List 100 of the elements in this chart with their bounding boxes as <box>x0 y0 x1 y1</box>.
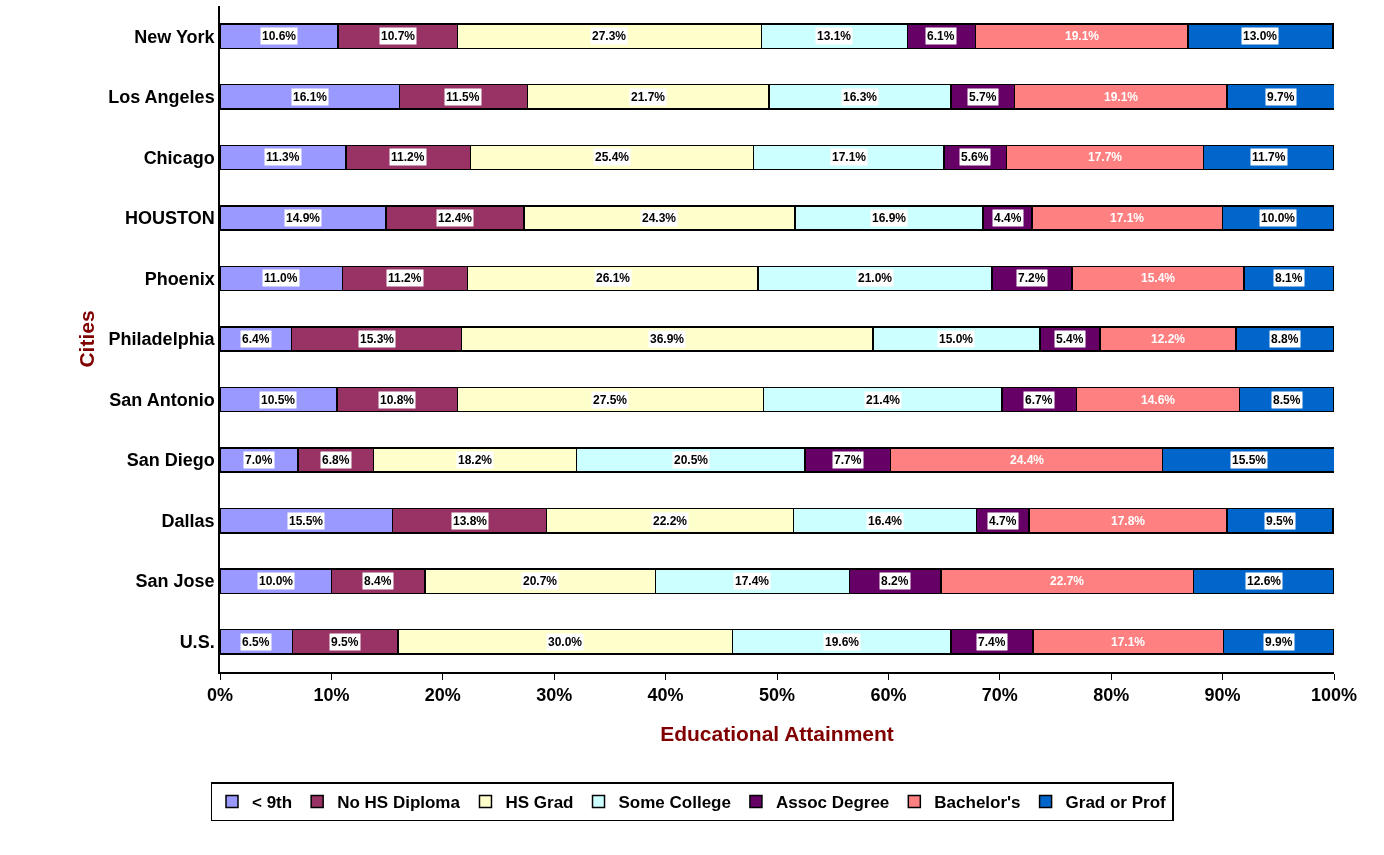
data-label: 13.0% <box>1243 29 1278 43</box>
data-label: 30.0% <box>548 635 583 649</box>
data-label: 17.1% <box>832 150 867 164</box>
data-label: 10.5% <box>261 393 296 407</box>
data-label: 6.7% <box>1025 393 1053 407</box>
data-label: 8.4% <box>364 574 392 588</box>
data-label: 12.4% <box>438 211 473 225</box>
data-label: 15.5% <box>1232 453 1267 467</box>
x-tick-label: 20% <box>424 685 461 706</box>
data-label: 10.7% <box>381 29 416 43</box>
data-label: 5.6% <box>961 150 989 164</box>
data-label: 27.5% <box>593 393 628 407</box>
y-tick-label: HOUSTON <box>124 208 215 229</box>
data-label: 4.7% <box>989 514 1017 528</box>
data-label: 8.1% <box>1275 271 1303 285</box>
data-label: 17.4% <box>735 574 770 588</box>
y-tick-label: Dallas <box>161 510 215 531</box>
y-tick-label: U.S. <box>179 632 215 653</box>
y-tick-label: Philadelphia <box>108 329 216 350</box>
data-label: 11.2% <box>391 150 425 164</box>
data-label: 7.4% <box>978 635 1006 649</box>
data-label: 17.7% <box>1088 150 1123 164</box>
data-label: 15.3% <box>360 332 395 346</box>
x-tick-label: 0% <box>206 685 234 706</box>
data-label: 16.3% <box>843 90 878 104</box>
data-label: 6.4% <box>242 332 270 346</box>
data-label: 9.7% <box>1267 90 1295 104</box>
x-tick-label: 40% <box>647 685 684 706</box>
legend-label: < 9th <box>252 793 293 813</box>
data-label: 18.2% <box>458 453 493 467</box>
legend-label: No HS Diploma <box>337 793 461 813</box>
data-label: 7.0% <box>245 453 273 467</box>
y-axis-title: Cities <box>74 310 98 368</box>
data-label: 7.2% <box>1018 271 1046 285</box>
data-label: 19.6% <box>825 635 860 649</box>
data-label: 4.4% <box>994 211 1022 225</box>
data-label: 6.5% <box>242 635 270 649</box>
x-axis-title: Educational Attainment <box>660 722 894 746</box>
data-label: 16.9% <box>872 211 907 225</box>
x-tick-label: 100% <box>1310 685 1358 706</box>
data-label: 19.1% <box>1104 90 1139 104</box>
data-label: 20.5% <box>674 453 709 467</box>
x-tick-label: 30% <box>536 685 573 706</box>
data-label: 9.9% <box>1265 635 1293 649</box>
data-label: 9.5% <box>331 635 359 649</box>
data-label: 11.7% <box>1252 150 1286 164</box>
data-label: 8.5% <box>1273 393 1301 407</box>
legend-label: Some College <box>618 793 731 813</box>
data-label: 21.7% <box>631 90 666 104</box>
data-label: 11.5% <box>446 90 480 104</box>
x-tick-label: 60% <box>870 685 907 706</box>
data-label: 24.4% <box>1010 453 1045 467</box>
legend-label: HS Grad <box>505 793 574 813</box>
data-label: 17.8% <box>1111 514 1146 528</box>
data-label: 11.2% <box>388 271 422 285</box>
data-label: 17.1% <box>1110 211 1145 225</box>
data-label: 21.0% <box>858 271 893 285</box>
data-label: 10.6% <box>262 29 297 43</box>
data-label: 14.9% <box>286 211 321 225</box>
x-tick-label: 90% <box>1204 685 1241 706</box>
data-label: 10.0% <box>1261 211 1296 225</box>
data-label: 24.3% <box>642 211 677 225</box>
data-label: 19.1% <box>1065 29 1100 43</box>
data-label: 22.2% <box>653 514 688 528</box>
data-label: 13.8% <box>453 514 488 528</box>
y-tick-label: San Jose <box>135 571 215 592</box>
data-label: 6.1% <box>927 29 955 43</box>
data-label: 8.8% <box>1271 332 1299 346</box>
data-label: 7.7% <box>834 453 862 467</box>
data-label: 10.0% <box>259 574 294 588</box>
data-label: 11.3% <box>266 150 300 164</box>
data-label: 17.1% <box>1111 635 1146 649</box>
x-tick-label: 70% <box>981 685 1018 706</box>
data-label: 12.6% <box>1247 574 1282 588</box>
x-tick-label: 10% <box>313 685 350 706</box>
data-label: 5.4% <box>1056 332 1084 346</box>
data-label: 15.5% <box>289 514 324 528</box>
y-tick-label: Chicago <box>143 147 215 168</box>
x-tick-label: 50% <box>758 685 796 706</box>
data-label: 15.4% <box>1141 271 1176 285</box>
legend-label: Bachelor's <box>934 793 1021 813</box>
data-label: 12.2% <box>1151 332 1186 346</box>
legend-label: Assoc Degree <box>775 793 890 813</box>
data-label: 36.9% <box>650 332 685 346</box>
y-tick-label: Los Angeles <box>108 87 215 108</box>
data-label: 27.3% <box>592 29 627 43</box>
x-tick-label: 80% <box>1093 685 1130 706</box>
y-tick-label: San Antonio <box>109 389 215 410</box>
data-label: 13.1% <box>817 29 852 43</box>
data-label: 20.7% <box>523 574 558 588</box>
data-label: 16.4% <box>868 514 903 528</box>
data-label: 5.7% <box>969 90 997 104</box>
data-label: 9.5% <box>1266 514 1294 528</box>
data-label: 8.2% <box>881 574 909 588</box>
data-label: 16.1% <box>293 90 328 104</box>
y-tick-label: New York <box>134 26 216 47</box>
data-label: 21.4% <box>866 393 901 407</box>
data-label: 25.4% <box>595 150 630 164</box>
data-label: 26.1% <box>596 271 631 285</box>
data-label: 11.0% <box>264 271 298 285</box>
